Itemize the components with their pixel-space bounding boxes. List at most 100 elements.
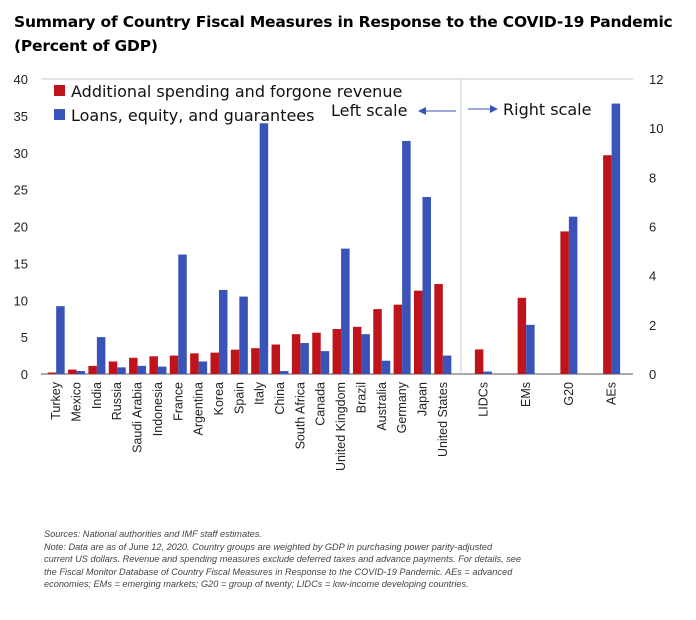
bar-spending	[47, 372, 57, 374]
bar-loans	[259, 123, 269, 374]
left-axis-tick-label: 35	[14, 109, 28, 124]
category-label: LIDCs	[476, 382, 490, 417]
note-line-2: current US dollars. Revenue and spending…	[44, 554, 522, 564]
bar-loans	[56, 306, 65, 374]
category-label: Indonesia	[151, 382, 165, 436]
right-axis-tick-label: 0	[649, 367, 656, 382]
bar-spending	[108, 361, 118, 374]
bar-loans	[280, 371, 289, 374]
note-line-4: economies; EMs = emerging markets; G20 =…	[44, 579, 469, 589]
category-label: Japan	[415, 382, 429, 416]
bar-loans	[137, 365, 147, 374]
bar-spending	[603, 155, 612, 374]
note-line-1: Note: Data are as of June 12, 2020. Coun…	[44, 541, 493, 552]
category-label: India	[90, 382, 104, 409]
bar-loans	[422, 197, 431, 374]
left-axis-tick-label: 15	[14, 256, 28, 271]
bar-loans	[361, 334, 370, 374]
category-label: Canada	[314, 382, 328, 426]
bar-loans	[96, 337, 106, 374]
bar-loans	[239, 296, 248, 374]
right-axis-tick-label: 12	[649, 72, 663, 87]
bar-spending	[560, 231, 569, 374]
category-label: AEs	[605, 382, 619, 405]
legend-swatch-loans	[54, 109, 65, 120]
category-label: South Africa	[293, 382, 307, 449]
bar-loans	[320, 351, 330, 374]
bar-loans	[198, 361, 208, 374]
bar-spending	[169, 355, 179, 374]
category-label: Italy	[253, 381, 267, 405]
left-scale-arrow-head	[418, 107, 426, 115]
bar-spending	[271, 344, 281, 374]
chart-title-line2: (Percent of GDP)	[14, 37, 158, 55]
category-label: Turkey	[49, 381, 63, 419]
bar-spending	[352, 326, 362, 374]
category-label: Brazil	[354, 382, 368, 413]
chart-title: Summary of Country Fiscal Measures in Re…	[14, 10, 673, 58]
category-label: United States	[436, 382, 450, 457]
left-axis-tick-label: 30	[14, 146, 28, 161]
legend-label-loans: Loans, equity, and guarantees	[71, 106, 314, 125]
note-line-3: the Fiscal Monitor Database of Country F…	[44, 566, 513, 577]
left-axis-tick-label: 0	[21, 367, 28, 382]
left-axis-tick-label: 10	[14, 293, 28, 308]
bar-spending	[517, 297, 527, 374]
category-label: Russia	[110, 382, 124, 420]
bar-loans	[381, 360, 391, 374]
legend: Additional spending and forgone revenue L…	[54, 82, 591, 125]
bar-loans	[483, 371, 492, 374]
bar-loans	[442, 355, 452, 374]
bar-loans	[341, 248, 350, 374]
category-label: G20	[562, 382, 576, 406]
left-axis-tick-label: 5	[21, 330, 28, 345]
bar-spending	[312, 332, 321, 374]
category-label: Korea	[212, 382, 226, 415]
right-axis-tick-label: 10	[649, 121, 663, 136]
bar-spending	[68, 369, 77, 374]
legend-label-spending: Additional spending and forgone revenue	[71, 82, 402, 101]
bar-spending	[129, 357, 138, 374]
bar-loans	[157, 366, 167, 374]
right-axis-tick-label: 6	[649, 220, 656, 235]
chart-title-line1: Summary of Country Fiscal Measures in Re…	[14, 13, 673, 31]
bar-spending	[373, 309, 382, 374]
category-label: France	[171, 382, 185, 421]
right-axis-tick-label: 2	[649, 318, 656, 333]
category-label: Australia	[375, 382, 389, 431]
bar-spending	[149, 356, 158, 374]
bar-loans	[526, 324, 535, 374]
bar-loans	[568, 216, 578, 374]
category-label: Germany	[395, 381, 409, 433]
left-axis-tick-label: 40	[14, 72, 28, 87]
left-axis-tick-label: 20	[14, 220, 28, 235]
bar-spending	[291, 334, 301, 374]
category-label: EMs	[519, 382, 533, 407]
chart: 0 5 10 15 20 25 30 35 40 0 2 4 6 8 10 12 Turkey Mexico Ind…	[14, 72, 664, 471]
bar-spending	[413, 290, 423, 374]
bar-spending	[393, 304, 403, 374]
legend-swatch-spending	[54, 85, 65, 96]
category-label: Spain	[232, 382, 246, 414]
bar-loans	[117, 367, 126, 374]
category-label: Argentina	[192, 382, 206, 436]
bar-spending	[190, 353, 199, 374]
bar-loans	[178, 254, 187, 374]
bar-spending	[332, 329, 342, 374]
category-label: China	[273, 382, 287, 415]
category-label: United Kingdom	[334, 382, 348, 471]
bar-loans	[76, 371, 86, 374]
category-label: Mexico	[70, 382, 84, 422]
bar-spending	[474, 349, 484, 374]
chart-notes: Sources: National authorities and IMF st…	[44, 528, 644, 591]
bar-spending	[230, 349, 240, 374]
right-scale-arrow-head	[490, 105, 498, 113]
category-label: Saudi Arabia	[131, 382, 145, 453]
bar-spending	[251, 348, 260, 374]
labels: 0 5 10 15 20 25 30 35 40 0 2 4 6 8 10 12 Turkey Mexico Ind…	[14, 72, 664, 471]
sources-note: Sources: National authorities and IMF st…	[44, 529, 262, 539]
bar-loans	[218, 289, 228, 374]
bars	[47, 103, 621, 374]
bar-spending	[88, 365, 97, 374]
bar-loans	[611, 103, 621, 374]
